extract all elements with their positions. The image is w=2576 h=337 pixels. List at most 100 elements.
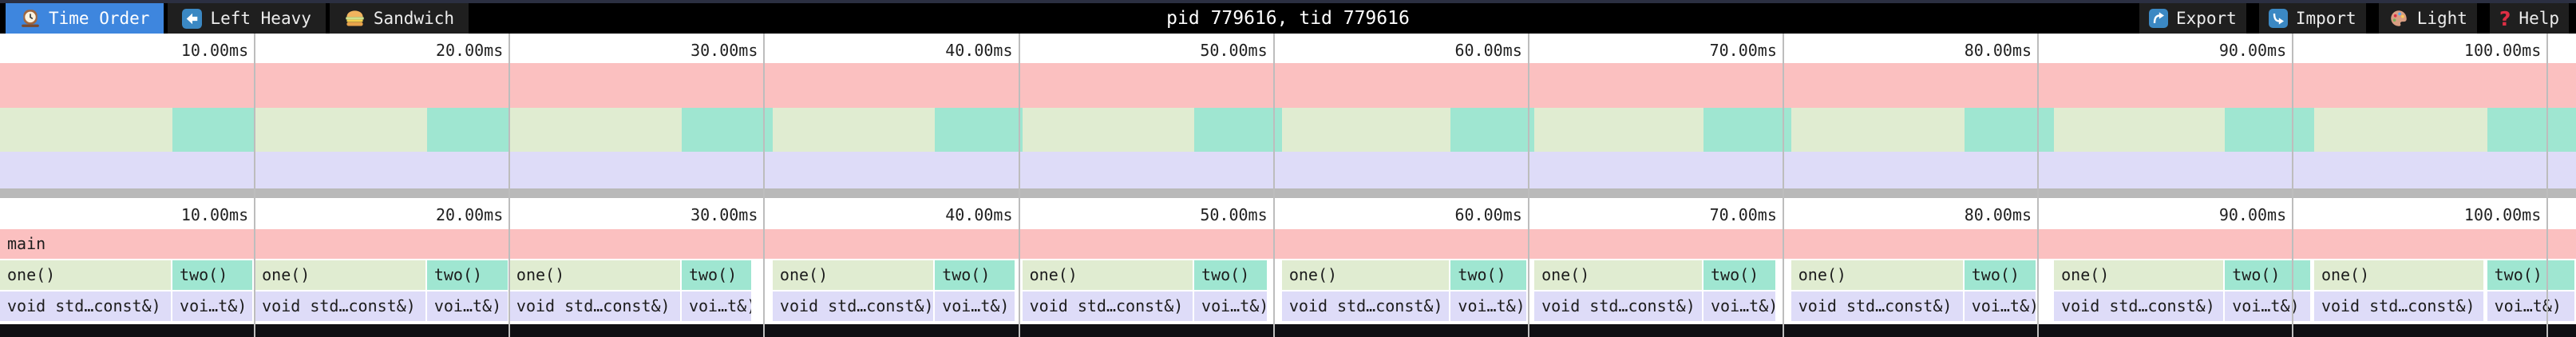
action-label: Help [2519, 9, 2559, 28]
tab-time-order[interactable]: Time Order [6, 3, 164, 34]
frame-two[interactable]: two() [1964, 260, 2036, 290]
frame-two-child[interactable]: voi…t&) [935, 291, 1015, 321]
tick-label: 20.00ms [435, 205, 504, 224]
flame-row-root: main [0, 229, 2576, 259]
frame-one-child[interactable]: void std…const&) [1281, 291, 1450, 321]
toolbar: Time Order Left Heavy Sandwich pid 77961… [0, 3, 2576, 34]
frame-one[interactable]: one() [2313, 260, 2483, 290]
window-top-strip [0, 0, 2576, 3]
tick-label: 70.00ms [1709, 41, 1777, 60]
tick-label: 100.00ms [2463, 205, 2542, 224]
frame-one[interactable]: one() [1281, 260, 1450, 290]
tab-label: Sandwich [373, 9, 455, 28]
minimap-frame-two [1194, 108, 1282, 152]
tick-label: 100.00ms [2463, 41, 2542, 60]
frame-two[interactable]: two() [1450, 260, 1526, 290]
minimap-frame-two [935, 108, 1023, 152]
minimap-frame-two [1964, 108, 2055, 152]
frame-one[interactable]: one() [2054, 260, 2224, 290]
tick-label: 30.00ms [690, 41, 758, 60]
tick-label: 80.00ms [1964, 205, 2032, 224]
frame-two-child[interactable]: voi…t&) [1964, 291, 2036, 321]
action-label: Light [2416, 9, 2467, 28]
frame-one-child[interactable]: void std…const&) [255, 291, 425, 321]
tab-label: Left Heavy [210, 9, 311, 28]
frame-one[interactable]: one() [1022, 260, 1193, 290]
import-button[interactable]: Import [2258, 3, 2366, 34]
frame-two-child[interactable]: voi…t&) [426, 291, 508, 321]
frame-two[interactable]: two() [1703, 260, 1775, 290]
frame-one[interactable]: one() [508, 260, 680, 290]
frame-one-child[interactable]: void std…const&) [1791, 291, 1963, 321]
frame-two-child[interactable]: voi…t&) [2225, 291, 2311, 321]
minimap-frame-one [1022, 108, 1195, 152]
minimap-divider [0, 188, 2576, 198]
frame-two[interactable]: two() [935, 260, 1015, 290]
frame-one-child[interactable]: void std…const&) [1022, 291, 1193, 321]
question-icon: ? [2499, 6, 2511, 30]
minimap-frame-one [508, 108, 682, 152]
frame-two[interactable]: two() [1194, 260, 1267, 290]
frame-one-child[interactable]: void std…const&) [2313, 291, 2483, 321]
import-icon [2268, 9, 2288, 28]
minimap-frame-two [2487, 108, 2576, 152]
minimap-frame-one [2054, 108, 2226, 152]
frame-one-child[interactable]: void std…const&) [0, 291, 172, 321]
frame-one-child[interactable]: void std…const&) [508, 291, 680, 321]
frame-two-child[interactable]: voi…t&) [1194, 291, 1267, 321]
tick-label: 90.00ms [2218, 41, 2287, 60]
help-button[interactable]: ? Help [2489, 3, 2569, 34]
action-label: Export [2175, 9, 2237, 28]
tab-sandwich[interactable]: Sandwich [329, 3, 469, 34]
frame-main[interactable]: main [0, 229, 2576, 259]
frame-one[interactable]: one() [772, 260, 934, 290]
tick-label: 10.00ms [180, 41, 249, 60]
minimap-frame-children [0, 152, 2576, 188]
action-label: Import [2295, 9, 2356, 28]
minimap-frame-one [1791, 108, 1965, 152]
minimap-frame-two [426, 108, 509, 152]
minimap-frame-two [2225, 108, 2314, 152]
frame-two[interactable]: two() [681, 260, 751, 290]
frame-two[interactable]: two() [2225, 260, 2311, 290]
tick-label: 50.00ms [1200, 41, 1268, 60]
left-arrow-icon [182, 8, 203, 29]
tick-label: 60.00ms [1454, 41, 1522, 60]
theme-toggle-button[interactable]: Light [2378, 3, 2477, 34]
minimap-frame-one [1281, 108, 1451, 152]
minimap-frame-one [2313, 108, 2487, 152]
minimap-frame-one [772, 108, 936, 152]
clock-icon [20, 8, 41, 29]
tick-label: 50.00ms [1200, 205, 1268, 224]
frame-two-child[interactable]: voi…t&) [2487, 291, 2574, 321]
frame-one-child[interactable]: void std…const&) [1534, 291, 1702, 321]
frame-two[interactable]: two() [172, 260, 252, 290]
frame-two-child[interactable]: voi…t&) [681, 291, 751, 321]
frame-one-child[interactable]: void std…const&) [2054, 291, 2224, 321]
frame-one[interactable]: one() [1534, 260, 1702, 290]
frame-one[interactable]: one() [255, 260, 425, 290]
tick-label: 60.00ms [1454, 205, 1522, 224]
chart-empty-area [0, 324, 2576, 337]
palette-icon [2388, 8, 2409, 29]
frame-two[interactable]: two() [426, 260, 508, 290]
frame-one[interactable]: one() [1791, 260, 1963, 290]
tab-left-heavy[interactable]: Left Heavy [168, 3, 326, 34]
frame-two-child[interactable]: voi…t&) [1703, 291, 1775, 321]
export-button[interactable]: Export [2139, 3, 2246, 34]
time-axis-flamechart: 10.00ms 20.00ms 30.00ms 40.00ms 50.00ms 60.00… [0, 198, 2576, 229]
frame-one[interactable]: one() [0, 260, 172, 290]
frame-one-child[interactable]: void std…const&) [772, 291, 934, 321]
minimap-frame-one [1534, 108, 1703, 152]
tick-label: 40.00ms [945, 205, 1013, 224]
tick-label: 80.00ms [1964, 41, 2032, 60]
frame-two[interactable]: two() [2487, 260, 2574, 290]
frame-two-child[interactable]: voi…t&) [1450, 291, 1526, 321]
frame-two-child[interactable]: voi…t&) [172, 291, 252, 321]
minimap-frame-two [1450, 108, 1535, 152]
toolbar-actions: Export Import Light ? Help [2139, 3, 2576, 34]
minimap-row-root[interactable] [0, 63, 2576, 108]
minimap-row-level2[interactable] [0, 152, 2576, 188]
minimap-row-level1[interactable] [0, 108, 2576, 152]
